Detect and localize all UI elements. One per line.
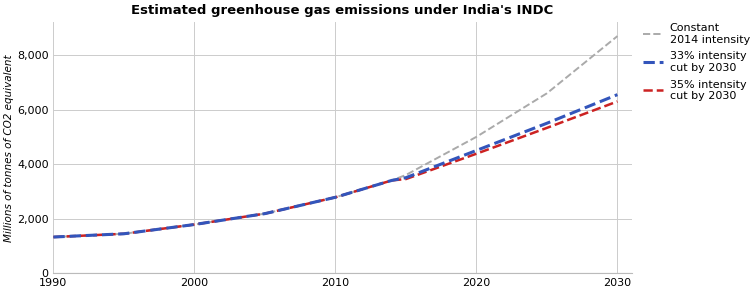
33% intensity
cut by 2030 [613,93,622,96]
35% intensity
cut by 2030 [388,179,397,182]
Constant
2014 intensity [542,91,551,95]
35% intensity
cut by 2030 [260,212,269,215]
35% intensity
cut by 2030 [542,126,551,130]
35% intensity
cut by 2030 [119,232,128,236]
33% intensity
cut by 2030 [119,232,128,236]
Line: 33% intensity
cut by 2030: 33% intensity cut by 2030 [54,95,618,237]
33% intensity
cut by 2030 [260,212,269,215]
33% intensity
cut by 2030 [331,196,340,199]
35% intensity
cut by 2030 [401,177,410,181]
Title: Estimated greenhouse gas emissions under India's INDC: Estimated greenhouse gas emissions under… [131,4,553,17]
Constant
2014 intensity [613,34,622,38]
33% intensity
cut by 2030 [190,223,199,226]
Constant
2014 intensity [190,223,199,226]
33% intensity
cut by 2030 [388,179,397,182]
33% intensity
cut by 2030 [49,235,58,239]
35% intensity
cut by 2030 [190,223,199,226]
Constant
2014 intensity [119,232,128,236]
Y-axis label: Millions of tonnes of CO2 equivalent: Millions of tonnes of CO2 equivalent [5,54,14,241]
Constant
2014 intensity [49,235,58,239]
35% intensity
cut by 2030 [331,196,340,199]
Constant
2014 intensity [401,173,410,177]
Legend: Constant
2014 intensity, 33% intensity
cut by 2030, 35% intensity
cut by 2030: Constant 2014 intensity, 33% intensity c… [643,23,749,101]
35% intensity
cut by 2030 [472,152,481,155]
Constant
2014 intensity [331,196,340,199]
Line: Constant
2014 intensity: Constant 2014 intensity [54,36,618,237]
Constant
2014 intensity [388,179,397,182]
Line: 35% intensity
cut by 2030: 35% intensity cut by 2030 [54,101,618,237]
33% intensity
cut by 2030 [401,176,410,180]
35% intensity
cut by 2030 [613,100,622,103]
35% intensity
cut by 2030 [49,235,58,239]
Constant
2014 intensity [472,135,481,139]
Constant
2014 intensity [260,212,269,215]
33% intensity
cut by 2030 [542,121,551,125]
33% intensity
cut by 2030 [472,149,481,152]
